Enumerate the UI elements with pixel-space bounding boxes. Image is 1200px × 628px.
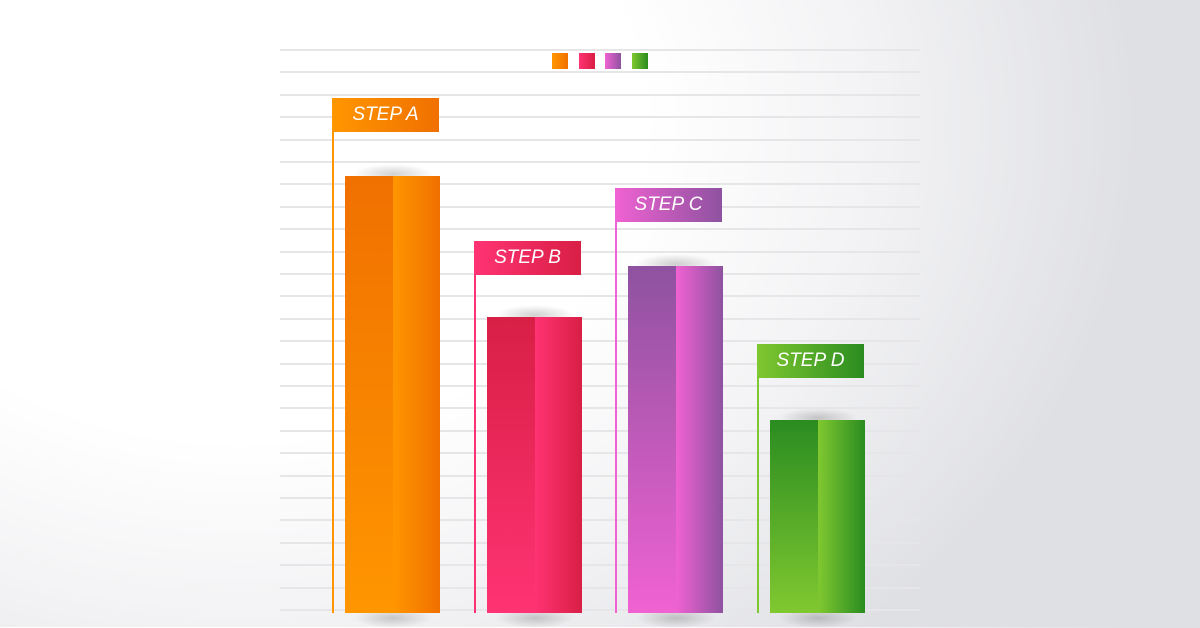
bar-face-right <box>534 317 582 613</box>
bar-shadow <box>778 608 858 628</box>
gridline <box>280 205 920 208</box>
legend-swatch <box>605 53 622 69</box>
bar-shadow <box>636 608 716 628</box>
gridline <box>280 474 920 477</box>
gridline <box>280 586 920 589</box>
gridline <box>280 273 920 275</box>
bar <box>487 317 582 613</box>
gridline <box>280 497 920 499</box>
gridline <box>280 519 920 522</box>
gridline <box>280 385 920 387</box>
legend-swatch <box>552 53 568 69</box>
gridline <box>280 609 920 611</box>
bar-face-left <box>487 317 535 613</box>
bar-shadow <box>495 608 575 628</box>
bar-label-flag: STEP D <box>757 344 864 378</box>
flag-pole <box>615 188 617 613</box>
gridline <box>280 407 920 410</box>
gridline <box>280 138 920 141</box>
bar-face-left <box>770 420 818 613</box>
bar-face-left <box>628 265 676 613</box>
gridline <box>280 295 920 298</box>
bar-label-flag: STEP B <box>474 241 581 275</box>
gridline <box>280 183 920 186</box>
gridline <box>280 452 920 455</box>
bar-face-right <box>817 420 865 613</box>
bar <box>628 265 723 613</box>
gridline <box>280 429 920 432</box>
flag-pole <box>757 344 759 613</box>
gridline <box>280 250 920 253</box>
legend-swatch <box>578 53 595 69</box>
bar <box>345 176 440 613</box>
gridline <box>280 49 920 51</box>
bar-label-flag: STEP C <box>615 188 722 222</box>
flag-pole <box>332 98 334 613</box>
flag-pole <box>474 241 476 613</box>
gridline <box>280 93 920 96</box>
gridline <box>280 541 920 544</box>
bar-face-right <box>392 176 440 613</box>
bar-face-right <box>675 265 723 613</box>
gridline <box>280 116 920 119</box>
gridline <box>280 317 920 320</box>
bar-label-flag: STEP A <box>332 98 439 132</box>
bar <box>770 420 865 613</box>
gridline <box>280 71 920 74</box>
gridline <box>280 564 920 567</box>
gridline <box>280 161 920 163</box>
legend-swatch <box>632 53 649 69</box>
bar-shadow <box>353 608 433 628</box>
gridline <box>280 362 920 365</box>
bar-face-left <box>345 176 393 613</box>
gridline <box>280 340 920 343</box>
gridline <box>280 228 920 231</box>
